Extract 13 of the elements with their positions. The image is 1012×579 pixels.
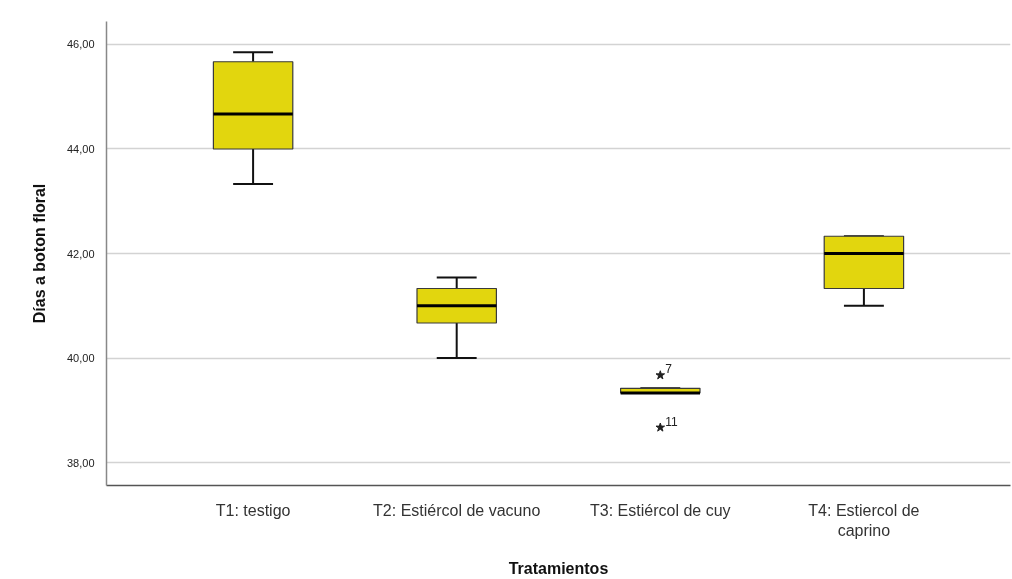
y-tick-label: 42,00 [66, 247, 95, 260]
y-tick-label: 46,00 [66, 38, 95, 51]
x-tick-label: T2: Estiércol de vacuno [373, 501, 541, 519]
y-tick-label: 38,00 [66, 456, 95, 469]
annotation: 7 [665, 362, 673, 377]
y-tick-label: 44,00 [66, 143, 95, 155]
y-tick-label: 40,00 [66, 352, 95, 364]
x-tick-label: T4: Estiercol de caprino [808, 501, 920, 539]
y-axis-title: Días a boton floral [30, 183, 48, 324]
x-tick-label: T1: testigo [215, 501, 291, 519]
annotation: 11 [665, 414, 679, 429]
x-axis-title: Tratamientos [508, 559, 609, 577]
x-tick-label: T3: Estiércol de cuy [590, 501, 731, 519]
